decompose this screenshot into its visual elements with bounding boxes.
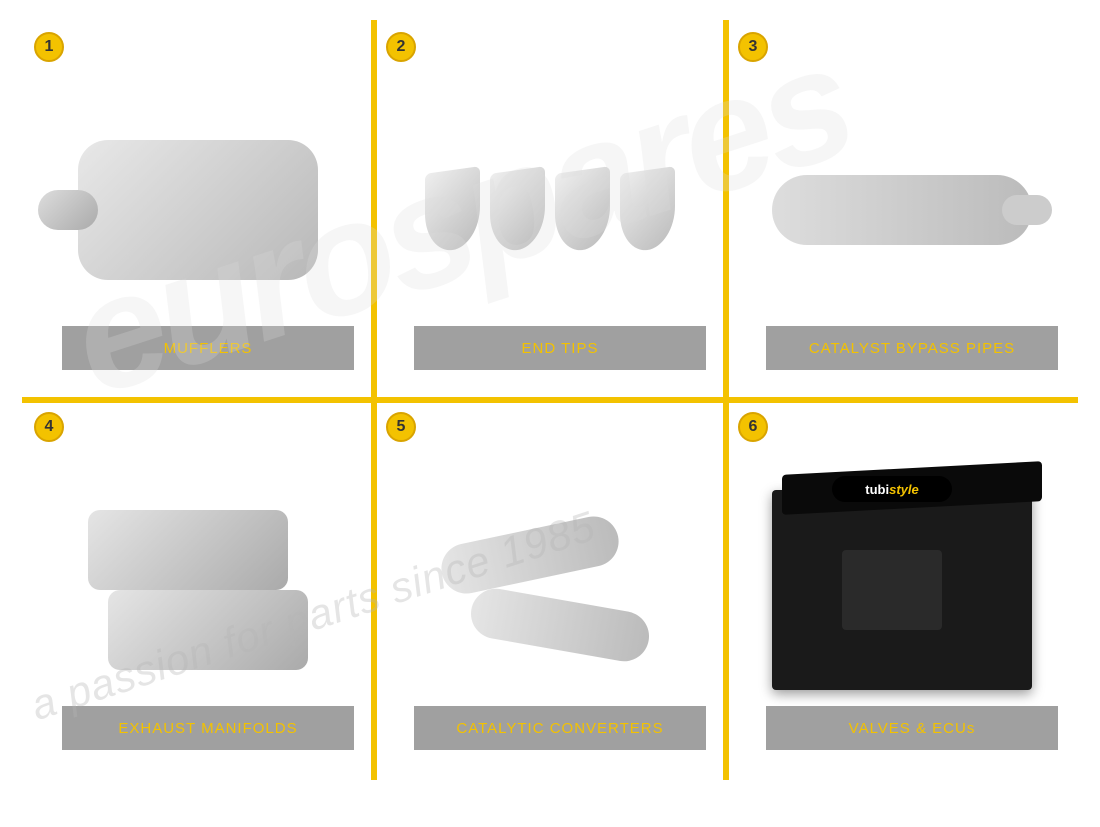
category-cell-exhaust-manifolds[interactable]: 4 EXHAUST MANIFOLDS bbox=[22, 400, 374, 780]
logo-text-b: style bbox=[889, 482, 919, 497]
category-label: CATALYST BYPASS PIPES bbox=[766, 326, 1058, 370]
cell-number-badge: 6 bbox=[738, 412, 768, 442]
cell-number-badge: 2 bbox=[386, 32, 416, 62]
cell-number-badge: 3 bbox=[738, 32, 768, 62]
tubistyle-logo: tubistyle bbox=[832, 476, 952, 502]
category-cell-catalytic-converters[interactable]: 5 CATALYTIC CONVERTERS bbox=[374, 400, 726, 780]
category-cell-mufflers[interactable]: 1 MUFFLERS bbox=[22, 20, 374, 400]
category-label: EXHAUST MANIFOLDS bbox=[62, 706, 354, 750]
category-grid: 1 MUFFLERS 2 END TIPS 3 CATALYST BYPASS … bbox=[22, 20, 1078, 780]
category-label: CATALYTIC CONVERTERS bbox=[414, 706, 706, 750]
category-cell-end-tips[interactable]: 2 END TIPS bbox=[374, 20, 726, 400]
cell-number-badge: 4 bbox=[34, 412, 64, 442]
category-label: VALVES & ECUs bbox=[766, 706, 1058, 750]
cell-number-badge: 5 bbox=[386, 412, 416, 442]
logo-text-a: tubi bbox=[865, 482, 889, 497]
cell-number-badge: 1 bbox=[34, 32, 64, 62]
grid-divider-horizontal bbox=[22, 397, 1078, 403]
category-cell-catalyst-bypass-pipes[interactable]: 3 CATALYST BYPASS PIPES bbox=[726, 20, 1078, 400]
category-label: MUFFLERS bbox=[62, 326, 354, 370]
category-label: END TIPS bbox=[414, 326, 706, 370]
category-cell-valves-ecus[interactable]: 6 tubistyle VALVES & ECUs bbox=[726, 400, 1078, 780]
